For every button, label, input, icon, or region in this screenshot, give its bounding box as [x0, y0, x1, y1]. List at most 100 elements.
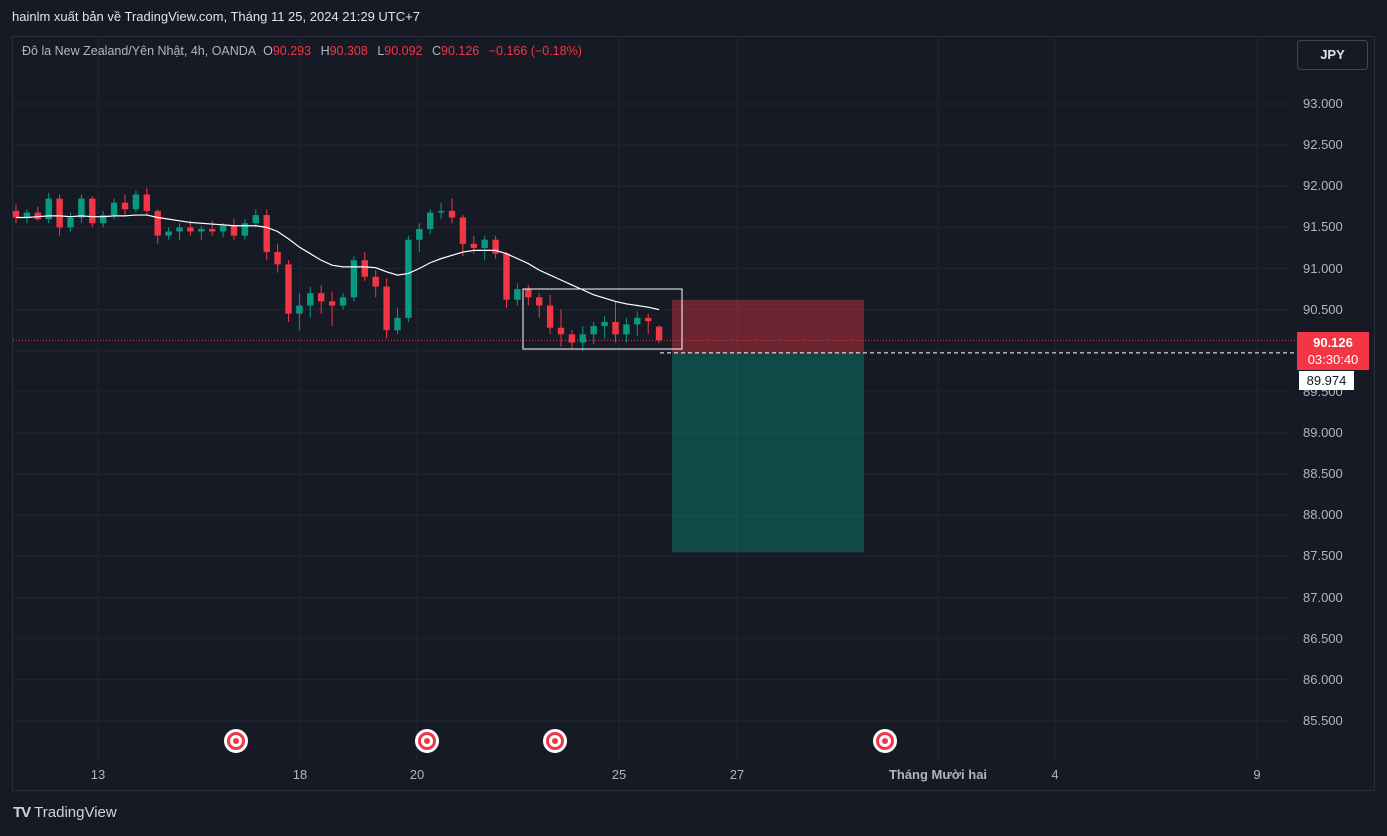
candle-body	[110, 202, 118, 216]
candle-body	[307, 293, 314, 306]
open-label: O	[263, 44, 273, 58]
price-tick-label: 88.000	[1303, 507, 1343, 523]
close-label: C	[431, 44, 442, 58]
candle-body	[12, 210, 20, 218]
candle-body	[590, 326, 597, 335]
candle-body	[89, 198, 96, 224]
candle-body	[132, 194, 140, 210]
candle-body	[623, 324, 630, 335]
open-value: 90.293	[272, 44, 312, 58]
candle-body	[514, 289, 521, 300]
candle-body	[219, 225, 227, 232]
candle-body	[470, 243, 477, 248]
candle-body	[67, 217, 74, 228]
candle-body	[45, 198, 52, 220]
candle-body	[383, 286, 390, 331]
candle-body	[536, 297, 543, 306]
price-tick-label: 86.500	[1303, 630, 1343, 646]
candle-body	[655, 326, 663, 341]
candle-body	[100, 215, 107, 224]
price-tick-label: 87.000	[1303, 589, 1343, 605]
candle-body	[361, 260, 368, 277]
time-tick-label: 20	[409, 767, 425, 782]
candle-body	[645, 317, 652, 322]
high-value: 90.308	[329, 44, 368, 58]
price-tick-label: 93.000	[1303, 96, 1343, 111]
consolidation-box	[522, 288, 683, 350]
symbol-description: Đô la New Zealand/Yên Nhật, 4h, OANDA	[22, 44, 257, 58]
bar-countdown: 03:30:40	[1307, 352, 1359, 367]
economic-event-icon[interactable]	[415, 729, 439, 753]
candle-body	[634, 317, 641, 325]
price-tick-label: 86.000	[1303, 671, 1343, 687]
chart-pane[interactable]	[12, 36, 1375, 791]
economic-event-icon[interactable]	[224, 729, 248, 753]
price-tick-label: 92.000	[1303, 178, 1343, 194]
candle-body	[198, 229, 205, 232]
candle-body	[285, 264, 292, 314]
high-label: H	[320, 44, 330, 58]
candle-body	[339, 297, 347, 306]
price-tick-label: 91.000	[1303, 260, 1343, 276]
candle-body	[372, 276, 379, 287]
currency-button[interactable]: JPY	[1297, 40, 1368, 70]
time-tick-label: 27	[729, 767, 745, 782]
symbol-legend: Đô la New Zealand/Yên Nhật, 4h, OANDA O9…	[22, 44, 588, 58]
candle-body	[612, 321, 619, 335]
last-price-tag: 90.126 03:30:40	[1297, 332, 1369, 370]
price-tick-label: 90.500	[1303, 301, 1343, 317]
brand-name: TradingView	[34, 804, 117, 821]
economic-event-icon[interactable]	[543, 729, 567, 753]
candle-body	[350, 260, 358, 298]
candle-body	[78, 198, 85, 218]
time-tick-label: 9	[1253, 767, 1261, 782]
candle-body	[459, 217, 467, 244]
candle-body	[318, 293, 325, 302]
candle-body	[296, 305, 303, 314]
candle-body	[56, 198, 63, 228]
candle-body	[503, 253, 510, 300]
candle-body	[274, 252, 281, 265]
candle-body	[187, 227, 194, 232]
candle-body	[154, 210, 161, 236]
stop-loss-zone	[672, 299, 864, 353]
price-tick-label: 85.500	[1303, 712, 1343, 728]
candle-body	[23, 212, 31, 218]
price-tick-label: 92.500	[1303, 137, 1343, 153]
low-value: 90.092	[384, 44, 423, 58]
price-tick-label: 87.500	[1303, 548, 1343, 564]
close-value: 90.126	[441, 44, 480, 58]
time-tick-label: 18	[292, 767, 308, 782]
candle-body	[437, 210, 445, 213]
candle-body	[241, 223, 249, 236]
candle-body	[209, 229, 216, 232]
entry-price-tag: 89.974	[1299, 371, 1354, 390]
candle-body	[405, 239, 412, 318]
candle-body	[165, 231, 172, 236]
change-value: −0.166 (−0.18%)	[488, 44, 582, 58]
economic-event-icon[interactable]	[873, 729, 897, 753]
candle-body	[557, 327, 565, 335]
candle-body	[481, 239, 488, 248]
footer-brand[interactable]: TV TradingView	[13, 804, 117, 821]
price-tick-label: 88.500	[1303, 466, 1343, 482]
moving-average-line	[16, 214, 660, 311]
time-tick-label: 25	[611, 767, 627, 782]
price-tick-label: 89.000	[1303, 425, 1343, 440]
candle-body	[568, 334, 576, 343]
candle-body	[394, 317, 401, 331]
candle-body	[143, 194, 150, 211]
candle-body	[34, 212, 41, 220]
candle-body	[427, 212, 434, 230]
candle-body	[448, 210, 456, 218]
low-label: L	[377, 44, 385, 58]
candle-body	[176, 227, 183, 232]
price-tick-label: 91.500	[1303, 219, 1343, 235]
candle-body	[230, 225, 238, 236]
candle-body	[579, 334, 586, 343]
time-tick-label: 13	[90, 767, 106, 782]
candle-body	[492, 239, 499, 254]
candle-body	[546, 305, 554, 328]
candle-body	[263, 215, 270, 253]
